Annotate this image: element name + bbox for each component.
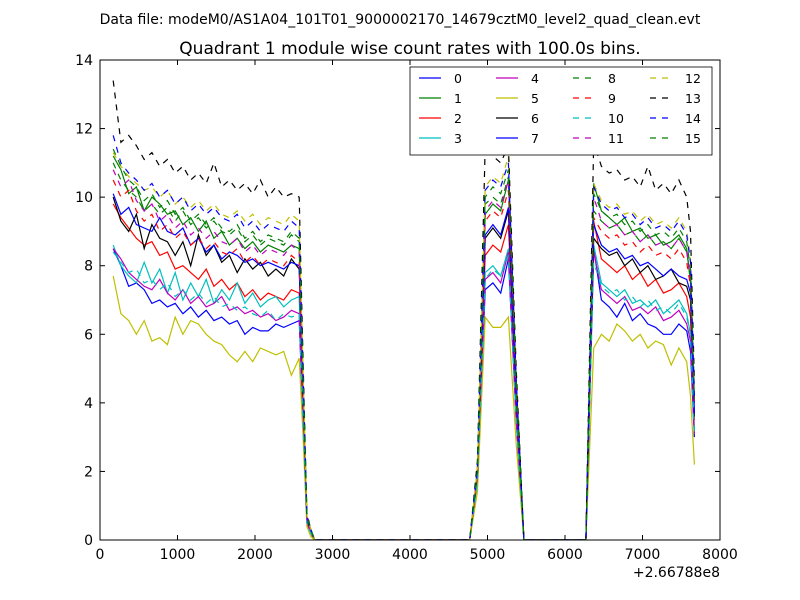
series-line-6 xyxy=(112,196,695,540)
legend-label-14: 14 xyxy=(685,111,701,126)
x-tick-label: 4000 xyxy=(392,547,428,563)
x-offset-label: +2.66788e8 xyxy=(633,565,720,581)
legend-label-15: 15 xyxy=(685,131,701,146)
x-tick-label: 6000 xyxy=(547,547,583,563)
x-tick-label: 8000 xyxy=(702,547,738,563)
legend-label-3: 3 xyxy=(454,131,462,146)
series-line-8 xyxy=(112,162,695,540)
legend-label-12: 12 xyxy=(685,71,701,86)
legend-label-0: 0 xyxy=(454,71,462,86)
y-tick-label: 0 xyxy=(84,533,93,549)
legend-label-7: 7 xyxy=(531,131,539,146)
legend-label-9: 9 xyxy=(608,91,616,106)
y-tick-label: 12 xyxy=(75,122,93,138)
series-line-9 xyxy=(112,179,695,540)
chart-title: Quadrant 1 module wise count rates with … xyxy=(179,39,640,59)
series-line-14 xyxy=(112,135,695,540)
x-tick-label: 7000 xyxy=(625,547,661,563)
legend-label-5: 5 xyxy=(531,91,539,106)
x-tick-label: 2000 xyxy=(237,547,273,563)
series-line-10 xyxy=(112,251,695,540)
legend-label-10: 10 xyxy=(608,111,624,126)
y-tick-label: 14 xyxy=(75,53,93,69)
x-tick-label: 1000 xyxy=(160,547,196,563)
legend-label-1: 1 xyxy=(454,91,462,106)
y-tick-label: 2 xyxy=(84,464,93,480)
series-line-3 xyxy=(112,244,695,540)
series-line-15 xyxy=(112,148,695,540)
y-tick-label: 10 xyxy=(75,190,93,206)
axes-layer: 0 1000 2000 3000 4000 5000 6000 7000 80000246810… xyxy=(75,53,738,581)
legend-label-13: 13 xyxy=(685,91,701,106)
x-tick-label: 0 xyxy=(96,547,105,563)
series-line-5 xyxy=(112,275,695,540)
y-tick-label: 4 xyxy=(84,396,93,412)
y-tick-label: 6 xyxy=(84,327,93,343)
legend-frame xyxy=(409,66,713,156)
legend-label-6: 6 xyxy=(531,111,539,126)
y-tick-label: 8 xyxy=(84,259,93,275)
legend-label-4: 4 xyxy=(531,71,539,86)
legend-label-8: 8 xyxy=(608,71,616,86)
series-line-1 xyxy=(112,155,695,540)
x-tick-label: 3000 xyxy=(315,547,351,563)
series-line-11 xyxy=(112,169,695,540)
series-layer xyxy=(112,80,695,540)
chart-suptitle: Data file: modeM0/AS1A04_101T01_90000021… xyxy=(100,12,701,28)
series-line-7 xyxy=(112,193,695,540)
legend-label-2: 2 xyxy=(454,111,462,126)
x-tick-label: 5000 xyxy=(470,547,506,563)
series-line-12 xyxy=(112,152,695,540)
legend-label-11: 11 xyxy=(608,131,624,146)
